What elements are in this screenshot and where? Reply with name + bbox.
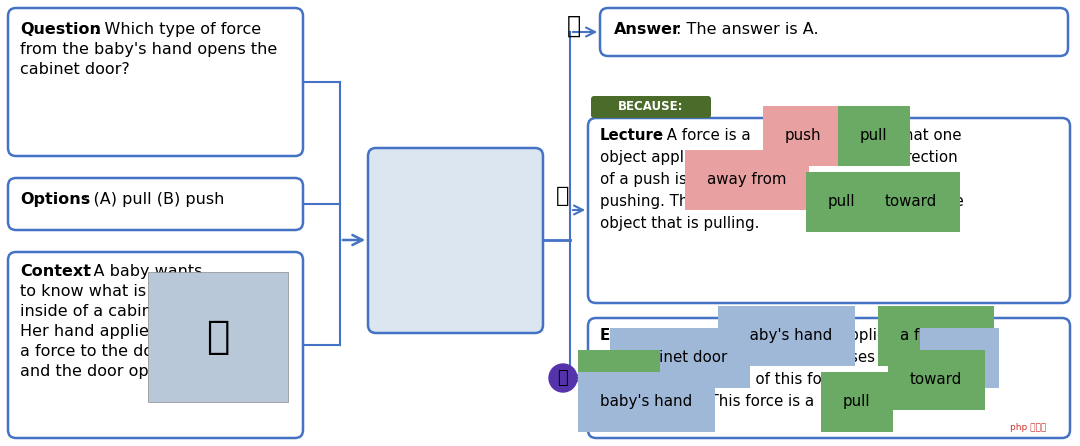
Text: . This force is a: . This force is a — [700, 394, 814, 409]
Text: the: the — [940, 194, 964, 209]
Text: 👶: 👶 — [206, 318, 230, 356]
Text: applies: applies — [840, 328, 894, 343]
Text: .: . — [882, 394, 887, 409]
Text: pushing. The direction of a: pushing. The direction of a — [600, 194, 802, 209]
Text: is: is — [865, 194, 877, 209]
FancyBboxPatch shape — [148, 272, 288, 402]
Text: away from: away from — [707, 172, 786, 187]
Text: a force to: a force to — [900, 328, 972, 343]
Text: Options: Options — [21, 192, 91, 207]
Text: : The: : The — [697, 328, 734, 343]
Text: Her hand applies: Her hand applies — [21, 324, 157, 339]
Text: Answer: Answer — [615, 22, 681, 37]
Text: baby's hand: baby's hand — [600, 394, 692, 409]
Text: the object that is: the object that is — [795, 172, 923, 187]
Text: Question: Question — [21, 22, 102, 37]
Text: . This force causes the: . This force causes the — [735, 350, 905, 365]
Text: toward: toward — [910, 372, 962, 387]
Text: : (A) pull (B) push: : (A) pull (B) push — [83, 192, 225, 207]
Text: pull: pull — [860, 128, 888, 143]
Text: : The answer is A.: : The answer is A. — [676, 22, 819, 37]
Text: toward: toward — [885, 194, 937, 209]
Text: push: push — [785, 128, 822, 143]
Text: php 中文网: php 中文网 — [1010, 423, 1047, 432]
Text: baby's hand: baby's hand — [740, 328, 833, 343]
Text: cabinet door: cabinet door — [632, 350, 727, 365]
Text: or a: or a — [824, 128, 853, 143]
Text: inside of a cabinet.: inside of a cabinet. — [21, 304, 173, 319]
Text: from the baby's hand opens the: from the baby's hand opens the — [21, 42, 278, 57]
Text: 📚: 📚 — [556, 186, 569, 206]
Text: : A baby wants: : A baby wants — [83, 264, 202, 279]
Text: 🚦: 🚦 — [567, 14, 581, 38]
FancyBboxPatch shape — [591, 96, 711, 118]
FancyBboxPatch shape — [8, 252, 303, 438]
Text: . The direction of this force is: . The direction of this force is — [642, 372, 862, 387]
FancyBboxPatch shape — [600, 8, 1068, 56]
Text: Lecture: Lecture — [600, 128, 664, 143]
Text: a force to the door,: a force to the door, — [21, 344, 175, 359]
FancyBboxPatch shape — [368, 148, 543, 333]
Text: : Which type of force: : Which type of force — [94, 22, 261, 37]
Text: the: the — [600, 350, 624, 365]
Text: cabinet door?: cabinet door? — [21, 62, 130, 77]
Text: object applies to a second object. The direction: object applies to a second object. The d… — [600, 150, 958, 165]
Text: Explanation: Explanation — [600, 328, 700, 343]
Circle shape — [549, 364, 577, 392]
Text: the: the — [963, 372, 988, 387]
Text: that one: that one — [897, 128, 961, 143]
Text: object that is pulling.: object that is pulling. — [600, 216, 759, 231]
Text: : A force is a: : A force is a — [657, 128, 751, 143]
Text: to: to — [983, 350, 998, 365]
Text: of a push is: of a push is — [600, 172, 687, 187]
FancyBboxPatch shape — [8, 178, 303, 230]
Text: open: open — [600, 372, 638, 387]
Text: to know what is: to know what is — [21, 284, 146, 299]
Text: BECAUSE:: BECAUSE: — [618, 100, 684, 113]
Text: door: door — [942, 350, 976, 365]
Text: 💡: 💡 — [557, 369, 568, 387]
FancyBboxPatch shape — [588, 318, 1070, 438]
Text: pull: pull — [843, 394, 870, 409]
Text: pull: pull — [828, 194, 855, 209]
FancyBboxPatch shape — [588, 118, 1070, 303]
Text: Context: Context — [21, 264, 91, 279]
Text: and the door opens.: and the door opens. — [21, 364, 183, 379]
FancyBboxPatch shape — [8, 8, 303, 156]
